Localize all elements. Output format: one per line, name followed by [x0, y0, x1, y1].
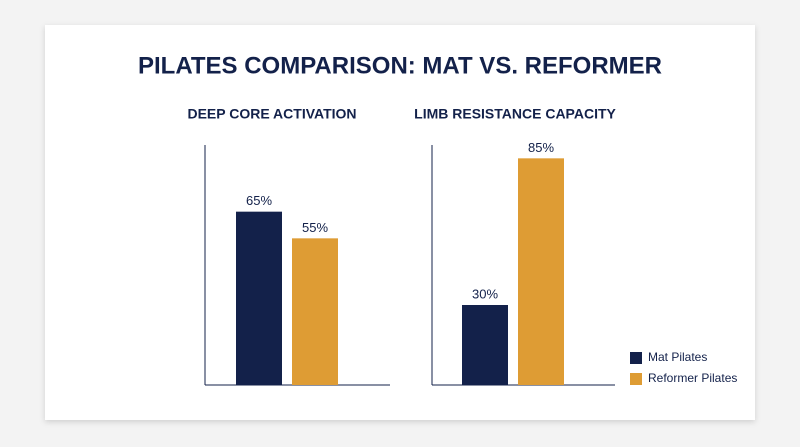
main-title: PILATES COMPARISON: MAT VS. REFORMER [138, 52, 662, 79]
legend-swatch [630, 352, 642, 364]
bar [518, 158, 564, 385]
bar [462, 305, 508, 385]
chart-title: DEEP CORE ACTIVATION [187, 106, 356, 122]
bar [236, 211, 282, 385]
chart-title: LIMB RESISTANCE CAPACITY [414, 106, 616, 122]
value-label: 55% [302, 220, 328, 235]
value-label: 65% [246, 193, 272, 208]
legend-swatch [630, 373, 642, 385]
legend-label: Reformer Pilates [648, 371, 737, 385]
bar [292, 238, 338, 385]
legend-label: Mat Pilates [648, 350, 707, 364]
value-label: 85% [528, 140, 554, 155]
value-label: 30% [472, 286, 498, 301]
